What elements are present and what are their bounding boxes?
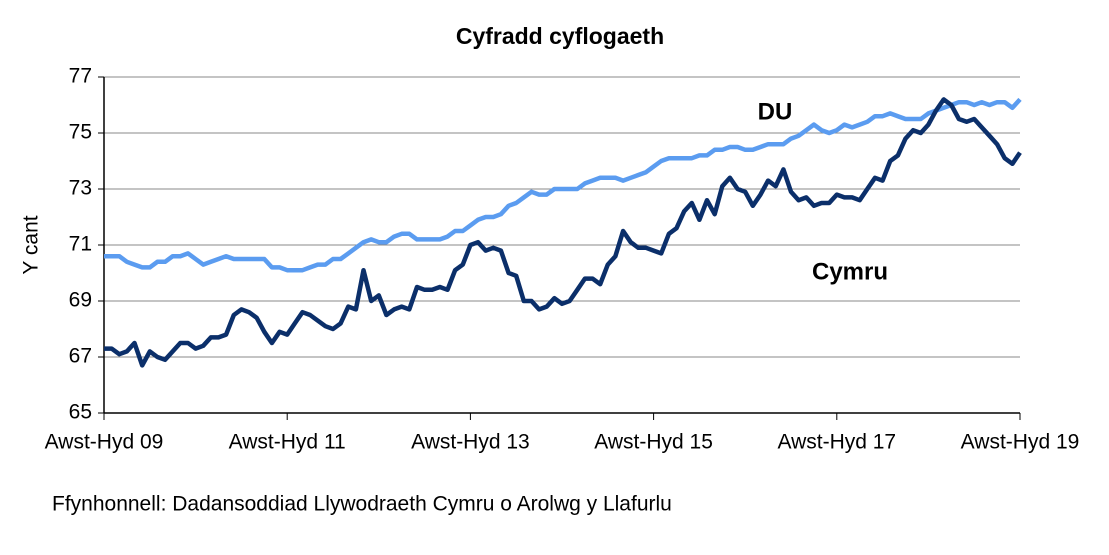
x-tick-label: Awst-Hyd 09 [45, 431, 164, 454]
series-label: Cymru [812, 258, 888, 285]
source: Ffynhonnell: Dadansoddiad Llywodraeth Cy… [52, 493, 672, 516]
y-tick-label: 71 [69, 233, 92, 256]
y-tick-label: 77 [69, 65, 92, 88]
chart-title: Cyfradd cyflogaeth [456, 23, 664, 49]
y-tick-label: 75 [69, 121, 92, 144]
series-line [104, 97, 1022, 368]
y-axis-label: Y cant [20, 215, 43, 274]
x-tick-label: Awst-Hyd 13 [411, 431, 530, 454]
x-tick-label: Awst-Hyd 17 [777, 431, 896, 454]
x-tick-label: Awst-Hyd 15 [594, 431, 713, 454]
y-tick-label: 73 [69, 177, 92, 200]
x-tick-label: Awst-Hyd 11 [229, 431, 346, 454]
y-tick-label: 69 [69, 289, 92, 312]
y-tick-label: 65 [69, 401, 92, 424]
series-line [104, 97, 1022, 273]
series-label: DU [758, 98, 793, 125]
y-tick-label: 67 [69, 345, 92, 368]
x-tick-label: Awst-Hyd 19 [961, 431, 1080, 454]
